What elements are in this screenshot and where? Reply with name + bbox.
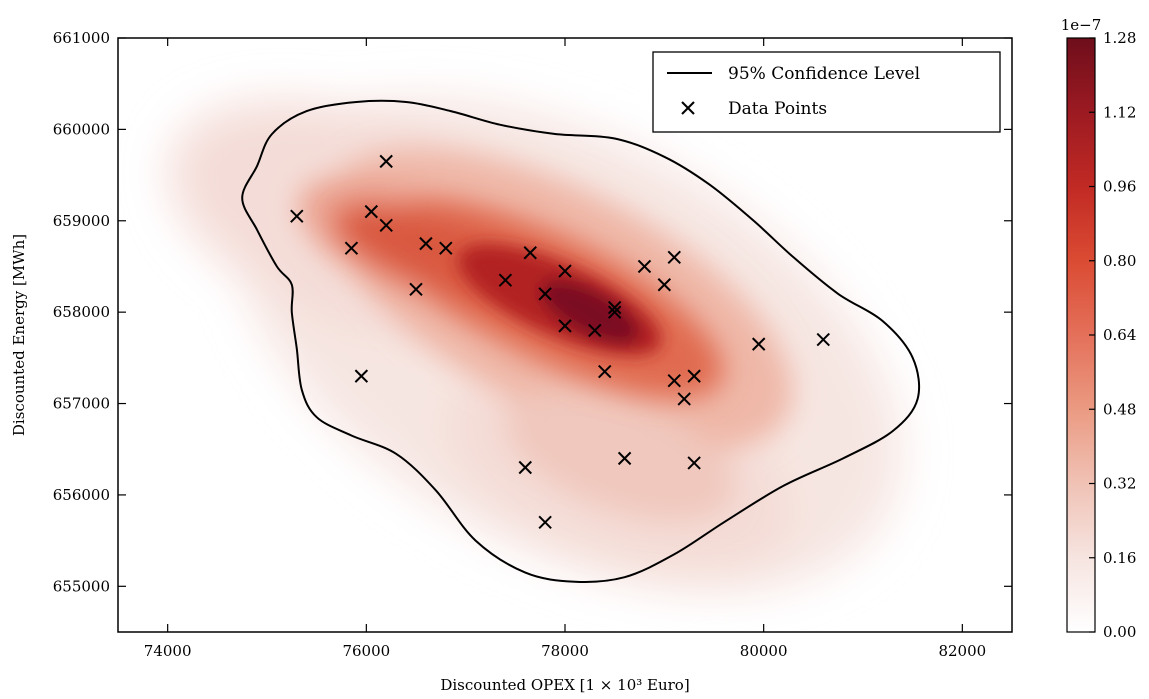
colorbar-tick-label: 0.96: [1103, 178, 1136, 196]
data-point-marker: [657, 278, 672, 292]
y-axis-ticks: 655000 656000 657000 658000 659000 660000 6610…: [53, 29, 1012, 595]
data-point-marker: [617, 451, 632, 466]
x-tick-label: 80000: [740, 642, 788, 660]
data-point-marker: [409, 282, 423, 297]
data-point-marker: [751, 337, 766, 351]
confidence-contour-line: [241, 99, 921, 583]
x-tick-label: 78000: [541, 642, 589, 660]
density-peak: [458, 244, 662, 356]
data-point-marker: [290, 209, 304, 223]
colorbar-tick-label: 1.12: [1103, 103, 1136, 121]
y-tick-label: 657000: [53, 395, 110, 413]
data-point-marker: [598, 364, 612, 379]
data-point-marker: [607, 305, 622, 319]
colorbar-tick-label: 0.80: [1103, 252, 1136, 270]
colorbar-tick-label: 0.00: [1103, 623, 1136, 641]
data-point-marker: [816, 332, 830, 347]
legend-entry-confidence: 95% Confidence Level: [728, 64, 920, 84]
colorbar-tick-label: 0.16: [1103, 549, 1136, 567]
x-tick-label: 76000: [342, 642, 390, 660]
data-point-marker: [419, 236, 433, 251]
y-tick-label: 659000: [53, 212, 110, 230]
data-point-marker: [538, 515, 552, 530]
data-point-marker: [354, 369, 369, 383]
x-axis-ticks: 74000 76000 78000 80000 82000: [144, 38, 986, 660]
legend-box: [652, 51, 1001, 133]
data-point-marker: [379, 154, 393, 169]
colorbar-tick-label: 0.48: [1103, 400, 1136, 418]
colorbar: 1e−7 0.00 0.16 0.32 0.48 0.64 0.80 0.96 1.12 1.2…: [1061, 16, 1137, 641]
data-point-marker: [687, 456, 701, 470]
data-point-marker: [637, 259, 652, 274]
y-axis-label: Discounted Energy [MWh]: [10, 234, 28, 436]
legend: 95% Confidence Level Data Points: [652, 51, 1001, 133]
data-point-marker: [379, 218, 393, 233]
data-point-marker: [687, 369, 701, 383]
y-tick-label: 661000: [53, 29, 110, 47]
data-point-marker: [607, 300, 622, 315]
data-point-marker: [588, 323, 602, 338]
data-point-marker: [364, 204, 379, 219]
legend-entry-data-points: Data Points: [728, 99, 827, 119]
colorbar-tick-label: 0.32: [1103, 475, 1136, 493]
density-heatmap: [168, 97, 903, 593]
colorbar-ticks: 0.00 0.16 0.32 0.48 0.64 0.80 0.96 1.12 1.28: [1089, 29, 1136, 641]
data-point-marker: [538, 287, 552, 301]
colorbar-exponent-label: 1e−7: [1061, 16, 1102, 34]
y-tick-label: 660000: [53, 120, 110, 138]
data-points-group: [290, 154, 830, 530]
colorbar-tick-label: 1.28: [1103, 29, 1136, 47]
x-axis-label: Discounted OPEX [1 × 10³ Euro]: [440, 676, 689, 694]
y-tick-label: 658000: [53, 303, 110, 321]
data-point-marker: [677, 392, 691, 406]
data-point-marker: [558, 319, 572, 333]
data-point-marker: [518, 460, 532, 475]
colorbar-tick-label: 0.64: [1103, 326, 1136, 344]
x-tick-label: 82000: [938, 642, 986, 660]
y-tick-label: 655000: [53, 577, 110, 595]
x-tick-label: 74000: [144, 642, 192, 660]
data-point-marker: [667, 250, 681, 265]
y-tick-label: 656000: [53, 486, 110, 504]
data-point-marker: [439, 241, 453, 255]
data-point-marker: [667, 373, 681, 388]
data-point-marker: [344, 241, 359, 255]
data-point-marker: [558, 264, 572, 278]
legend-x-marker: [681, 101, 695, 115]
data-point-marker: [523, 246, 537, 260]
data-point-marker: [498, 273, 513, 287]
